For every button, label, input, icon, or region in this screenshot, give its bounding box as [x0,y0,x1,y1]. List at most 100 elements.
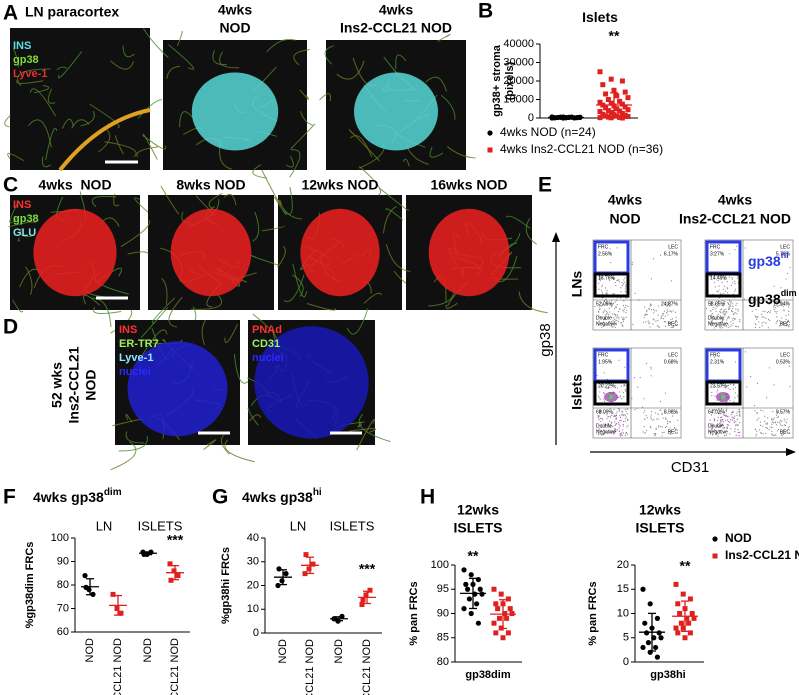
data-point [302,571,308,577]
event-dot [622,415,624,417]
event-dot [621,324,623,327]
event-dot [709,433,712,435]
event-dot [675,412,677,414]
tissue-fiber [363,292,383,304]
event-dot [650,366,652,368]
y-tick-label: 85 [437,632,449,644]
tissue-fiber [447,146,476,159]
event-dot [618,408,621,410]
event-dot [598,323,600,325]
event-dot [599,398,601,400]
event-dot [601,291,603,293]
event-dot [653,419,655,421]
data-point [647,601,653,607]
event-dot [780,287,782,289]
event-dot [723,313,725,315]
title-text: Islets [582,9,618,25]
event-dot [776,320,778,323]
event-dot [671,430,673,433]
event-dot [719,311,721,313]
event-dot [727,316,730,318]
event-dot [604,430,606,432]
tissue-fiber [358,165,382,196]
data-point [622,104,628,110]
gate-name: Negative [708,429,728,435]
event-dot [613,317,615,319]
event-dot [736,302,738,305]
event-dot [606,303,609,305]
event-dot [785,278,787,280]
event-dot [786,320,789,322]
event-dot [662,312,665,315]
event-dot [716,425,718,427]
event-dot [639,376,641,379]
event-dot [613,408,615,411]
tissue-fiber [440,94,456,120]
data-point [468,572,474,578]
event-dot [598,311,600,313]
event-dot [776,421,779,423]
event-dot [717,389,719,391]
gate-name: Double [708,423,724,429]
event-dot [736,424,739,426]
event-dot [727,384,729,387]
event-dot [733,313,735,315]
gate-percent: 0.68% [664,359,679,365]
data-point [645,640,652,646]
tissue-fiber [45,127,58,161]
significance: ** [680,558,691,574]
tissue-fiber [289,149,301,178]
event-dot [616,279,618,282]
event-dot [723,318,725,320]
gate-percent: 8.98% [664,409,679,415]
event-dot [600,410,603,412]
y-tick-label: 0 [623,656,629,668]
event-dot [755,308,757,311]
event-dot [759,326,761,328]
legend-marker [712,553,718,559]
event-dot [771,421,774,423]
tissue-fiber [98,129,111,153]
event-dot [602,432,604,434]
gate-hi-label: gp38hi [748,250,789,268]
event-dot [611,430,613,432]
event-dot [721,385,723,387]
y-axis-label: %gp38hi FRCs [220,547,232,624]
data-point [359,602,365,607]
event-dot [717,313,719,316]
event-dot [771,433,773,435]
event-dot [622,309,624,311]
event-dot [657,319,659,322]
event-dot [625,316,627,318]
event-dot [658,325,660,327]
islet [127,341,228,437]
event-dot [622,283,625,285]
event-dot [788,310,790,312]
event-dot [726,287,728,289]
event-dot [615,415,617,417]
event-dot [727,308,730,311]
event-dot [610,323,612,325]
event-dot [660,317,662,319]
data-point [367,587,373,593]
event-dot [722,312,724,314]
gate-name: Double [596,315,612,321]
event-dot [610,303,612,305]
event-dot [724,313,726,315]
event-dot [729,325,731,328]
event-dot [661,435,663,437]
y-tick-label: 40 [247,532,259,544]
event-dot [774,422,777,424]
event-dot [663,431,665,433]
event-dot [719,326,721,328]
event-dot [716,409,718,411]
event-dot [611,322,613,325]
event-dot [711,302,713,304]
event-dot [625,433,627,435]
event-dot [754,323,756,325]
event-dot [649,322,651,324]
data-point [597,115,603,121]
event-dot [653,433,655,435]
event-dot [626,413,628,415]
event-dot [734,386,737,389]
